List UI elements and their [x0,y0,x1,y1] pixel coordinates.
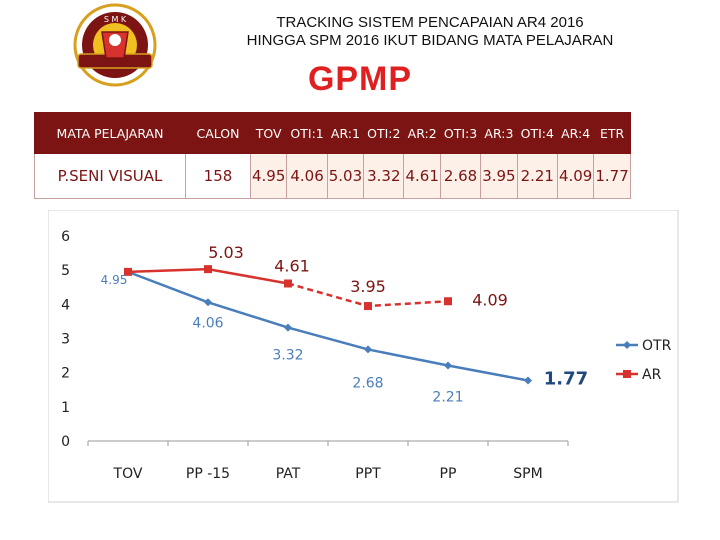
otr-data-label: 2.21 [432,389,463,405]
y-tick-label: 4 [61,297,70,313]
table-header-mata-pelajaran: MATA PELAJARAN [34,112,186,154]
y-tick-label: 6 [61,229,70,245]
subject-cell: P.SENI VISUAL [34,153,186,199]
legend-ar-label: AR [642,367,662,383]
table-header-ar-2: AR:2 [403,112,441,154]
y-tick-label: 1 [61,400,70,416]
legend-otr-marker [623,341,631,349]
otr-point [284,323,292,332]
otr-point [444,361,452,370]
otr-data-label: 2.68 [352,375,383,391]
ar-point [204,265,212,274]
table-header-etr: ETR [593,112,631,154]
value-cell: 5.03 [326,153,365,199]
otr-data-label: 4.95 [101,273,128,287]
table-header-tov: TOV [249,112,288,154]
page-title: TRACKING SISTEM PENCAPAIAN AR4 2016 HING… [160,14,700,50]
tracking-table: MATA PELAJARAN CALON TOV OTI:1 AR:1 OTI:2 AR:2… [34,112,631,199]
ar-data-label: 3.95 [350,277,386,296]
title-line-1: TRACKING SISTEM PENCAPAIAN AR4 2016 [276,14,584,31]
ar-point [124,267,132,276]
subject-badge: GPMP [307,60,413,98]
otr-data-label: 1.77 [544,369,588,390]
value-cell: 1.77 [593,153,631,199]
ar-point [444,297,452,306]
table-header-oti-1: OTI:1 [286,112,328,154]
ar-point [364,302,372,311]
x-tick-label: PPT [355,466,381,482]
otr-data-label: 3.32 [272,348,303,364]
value-cell: 2.21 [516,153,558,199]
y-tick-label: 3 [61,332,70,348]
value-cell: 2.68 [439,153,482,199]
calon-cell: 158 [185,153,251,199]
table-header-oti-3: OTI:3 [439,112,482,154]
table-header-calon: CALON [185,112,251,154]
table-header-oti-4: OTI:4 [516,112,558,154]
y-tick-label: 0 [61,434,70,450]
x-tick-label: PP [440,466,457,482]
tracking-chart: 0 1 2 3 4 5 6 TOV PP -15 PAT PPT PP SPM 4.95 4.06 3.32 2… [48,210,679,503]
ar-point [284,279,292,288]
table-header-row: MATA PELAJARAN CALON TOV OTI:1 AR:1 OTI:2 AR:2… [34,112,631,154]
svg-text:S M K: S M K [104,15,127,24]
ar-data-label: 4.09 [472,290,508,309]
value-cell: 4.06 [286,153,328,199]
ar-data-label: 4.61 [274,256,310,275]
table-header-oti-2: OTI:2 [363,112,405,154]
otr-series-line [127,270,529,382]
ar-data-label: 5.03 [208,243,244,262]
value-cell: 4.95 [249,153,288,199]
value-cell: 3.32 [363,153,405,199]
school-logo: S M K [73,3,157,87]
y-tick-label: 2 [61,366,70,382]
x-tick-label: PP -15 [186,466,230,482]
table-header-ar-4: AR:4 [556,112,595,154]
x-tick-label: TOV [113,466,143,482]
table-header-ar-1: AR:1 [326,112,365,154]
otr-point [364,345,372,354]
value-cell: 3.95 [480,153,518,199]
title-line-2: HINGGA SPM 2016 IKUT BIDANG MATA PELAJAR… [246,32,614,49]
otr-data-label: 4.06 [192,315,223,331]
value-cell: 4.61 [403,153,441,199]
legend-otr-label: OTR [642,338,672,354]
otr-point [524,376,532,385]
value-cell: 4.09 [556,153,595,199]
legend-ar-marker [623,370,631,378]
x-tick-label: SPM [513,466,542,482]
chart-frame [48,210,679,503]
otr-point [204,298,212,307]
table-row: P.SENI VISUAL 158 4.95 4.06 5.03 3.32 4.61 2.… [34,153,631,199]
x-tick-label: PAT [276,466,301,482]
table-header-ar-3: AR:3 [480,112,518,154]
y-tick-label: 5 [61,263,70,279]
